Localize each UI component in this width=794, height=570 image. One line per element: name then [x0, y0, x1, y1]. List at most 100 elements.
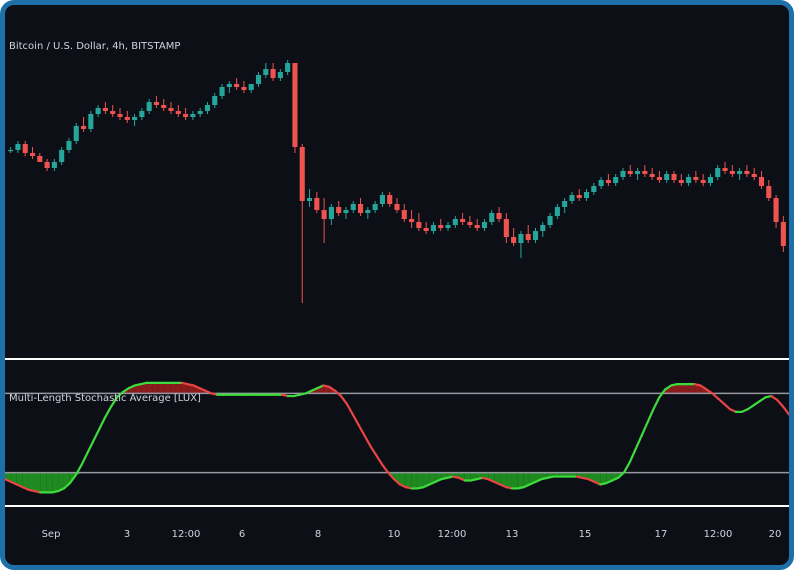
oscillator-segment	[658, 388, 667, 399]
x-axis-label: 13	[506, 529, 519, 540]
oscillator-segment	[387, 471, 396, 481]
candle-body	[59, 150, 65, 162]
candle-body	[248, 84, 254, 90]
oversold-fill	[506, 472, 512, 489]
candle-body	[525, 234, 531, 240]
oversold-fill	[40, 472, 47, 493]
oscillator-segment	[110, 396, 119, 408]
oscillator-segment	[98, 416, 107, 431]
x-axis-label: 12:00	[172, 529, 201, 540]
candle-body	[547, 216, 553, 225]
oscillator-segment	[776, 398, 785, 408]
oversold-fill	[464, 472, 471, 481]
oscillator-segment	[758, 396, 767, 403]
candle-body	[285, 63, 291, 72]
candle-body	[409, 219, 415, 222]
candle-body	[314, 198, 320, 210]
candle-body	[102, 108, 108, 111]
candle-body	[277, 72, 283, 78]
candle-body	[707, 177, 714, 183]
candle-body	[562, 201, 568, 207]
candle-body	[190, 114, 196, 117]
candle-body	[481, 222, 488, 228]
candle-body	[15, 144, 21, 150]
candle-body	[44, 162, 50, 168]
oscillator-segment	[68, 474, 77, 485]
oversold-fill	[417, 472, 424, 489]
candle-body	[635, 171, 641, 174]
candle-body	[693, 177, 699, 180]
x-axis-label: 3	[124, 529, 130, 540]
oscillator-segment	[345, 402, 354, 416]
candle-body	[569, 195, 575, 201]
x-axis-labels: Sep 3 12:00 6 8 10 12:00 13 15 17 12:00 20	[42, 529, 782, 540]
candle-body	[234, 84, 240, 87]
candle-body	[66, 141, 72, 150]
candle-body	[664, 174, 670, 180]
overbought-fill	[671, 384, 677, 394]
candle-body	[117, 114, 123, 117]
candle-body	[656, 177, 662, 180]
candle-body	[350, 204, 356, 210]
oscillator-segment	[652, 396, 661, 411]
candle-body	[387, 195, 393, 204]
candle-body	[343, 210, 349, 213]
candle-body	[671, 174, 677, 180]
chart-canvas: Bitcoin / U.S. Dollar, 4h, BITSTAMP Mult…	[5, 41, 789, 540]
oscillator-segment	[115, 390, 124, 399]
overbought-fill	[140, 382, 147, 394]
oscillator-segment	[351, 413, 360, 427]
candle-body	[532, 231, 539, 240]
oscillator-segment	[121, 387, 130, 394]
oscillator-segment	[634, 434, 643, 450]
oscillator-segment	[705, 388, 714, 395]
candle-body	[649, 174, 655, 177]
candle-body	[722, 168, 728, 171]
oversold-fill	[511, 472, 518, 489]
candle-body	[175, 111, 181, 114]
candle-body	[766, 186, 772, 198]
candle-body	[22, 144, 28, 153]
oscillator-segment	[86, 439, 95, 454]
oscillator-segment	[723, 402, 732, 411]
candle-body	[306, 198, 313, 201]
candle-body	[758, 177, 765, 186]
oscillator-segment	[616, 471, 626, 479]
x-axis-label: 6	[239, 529, 245, 540]
candle-body	[773, 198, 779, 222]
oscillator-segment	[339, 394, 348, 406]
candle-body	[80, 126, 87, 129]
oscillator-segment	[392, 478, 402, 486]
oscillator-segment	[640, 421, 649, 437]
candle-body	[678, 180, 684, 183]
candle-body	[518, 234, 524, 243]
candle-body	[153, 102, 159, 105]
candle-body	[416, 222, 422, 228]
oscillator-segment	[328, 385, 337, 392]
candle-body	[729, 171, 735, 174]
candle-body	[8, 150, 14, 152]
x-axis-label: 10	[388, 529, 401, 540]
candle-body	[401, 210, 407, 219]
candle-body	[452, 219, 458, 225]
candle-body	[226, 84, 232, 87]
overbought-fill	[175, 382, 182, 394]
candle-body	[715, 168, 721, 177]
oversold-fill	[46, 472, 53, 493]
candle-body	[321, 210, 327, 219]
candle-body	[212, 96, 218, 105]
oscillator-segment	[334, 389, 343, 398]
oversold-fill	[411, 472, 418, 489]
candle-body	[751, 174, 757, 177]
x-axis-label: 8	[315, 529, 321, 540]
candle-body	[598, 180, 604, 186]
overbought-fill	[134, 384, 141, 394]
overbought-fill	[152, 382, 159, 394]
oversold-fill	[394, 472, 400, 485]
candle-body	[511, 237, 517, 243]
oversold-fill	[16, 472, 23, 488]
candle-body	[270, 69, 276, 78]
overbought-fill	[682, 384, 689, 394]
oscillator-segment	[746, 404, 755, 411]
oversold-fill	[600, 472, 607, 485]
